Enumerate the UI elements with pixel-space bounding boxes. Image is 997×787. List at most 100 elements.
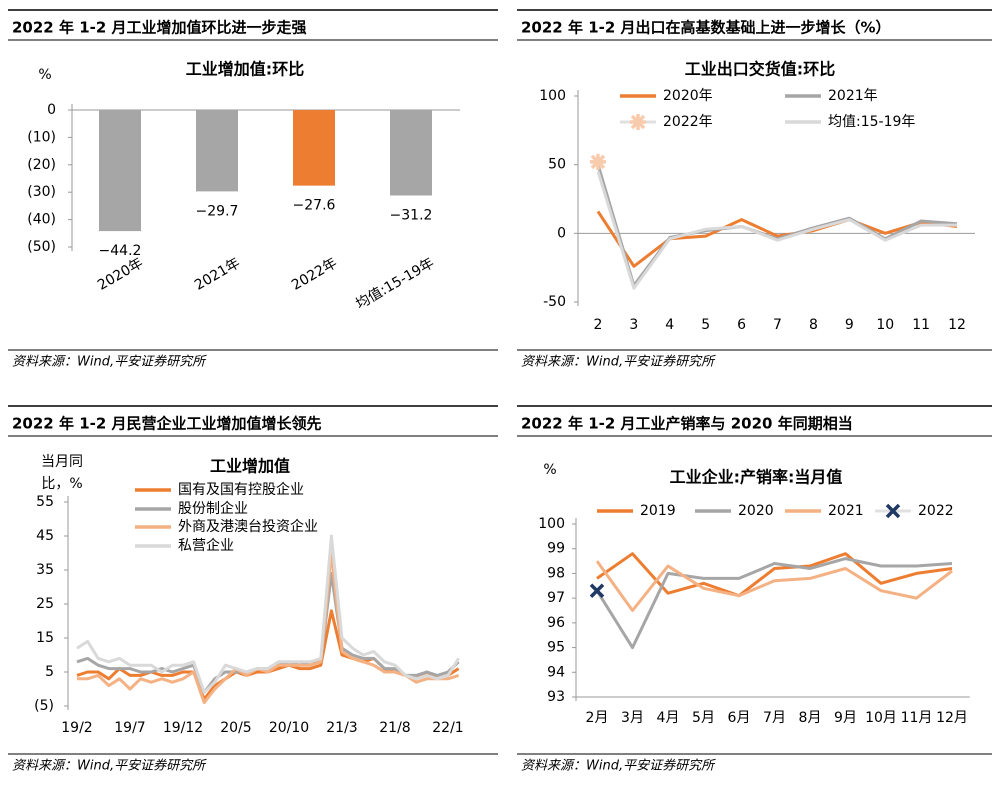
x-tick-label: 11 [912,317,930,333]
y-tick-label: (40) [27,212,56,228]
x-tick-label: 6月 [728,710,751,726]
legend-label: 2022 [918,503,954,519]
series-line [595,557,953,650]
y-tick-label: -50 [543,294,566,310]
series-line [596,171,957,290]
series-line [596,210,958,268]
x-tick-label: 10月 [865,710,897,726]
y-axis-label: % [38,67,51,83]
x-tick-label: 8 [809,317,818,333]
x-tick-label: 9 [845,317,854,333]
series-line [596,164,958,287]
y-axis-label: 比，% [41,476,82,492]
source: 资料来源：Wind,平安证券研究所 [521,354,716,370]
bar [293,110,335,186]
x-tick-label: 19/7 [114,720,145,736]
series-line [595,560,953,612]
x-tick-label: 19/2 [61,720,92,736]
y-tick-label: 97 [547,590,565,606]
legend-label: 2019 [640,503,676,519]
x-tick-label: 4月 [657,710,680,726]
x-tick-label: 19/12 [163,720,203,736]
data-label: −29.7 [196,203,239,219]
x-tick-label: 12 [948,317,966,333]
y-axis-label: 当月同 [41,454,83,470]
x-tick-label: 7 [773,317,782,333]
series-line [77,551,460,705]
x-tick-label: 9月 [834,710,857,726]
panel-heading: 2022 年 1-2 月出口在高基数基础上进一步增长（%） [521,19,891,37]
data-label: −27.6 [293,198,336,214]
panel-heading: 2022 年 1-2 月工业产销率与 2020 年同期相当 [521,415,853,433]
y-tick-label: 45 [36,528,54,544]
bar [196,110,238,192]
x-tick-label: 22/1 [432,720,463,736]
y-tick-label: (5) [34,698,54,714]
x-tick-label: 8月 [799,710,822,726]
x-tick-label: 2月 [586,710,609,726]
legend-label: 2020年 [663,88,713,104]
x-tick-label: 2022年 [289,255,340,294]
x-tick-label: 5 [701,317,710,333]
x-tick-label: 2021年 [192,255,243,294]
bar [390,110,432,196]
x-tick-label: 20/10 [269,720,309,736]
legend-label: 外商及港澳台投资企业 [178,518,318,535]
x-tick-label: 3 [629,317,638,333]
chart-title: 工业增加值:环比 [186,60,304,79]
y-tick-label: 50 [548,157,566,173]
data-label: −44.2 [99,243,142,259]
x-tick-label: 2 [593,317,602,333]
x-tick-label: 20/5 [220,720,251,736]
x-tick-label: 7月 [763,710,786,726]
marker [589,153,606,170]
panel-heading: 2022 年 1-2 月民营企业工业增加值增长领先 [12,415,322,433]
series-line [76,534,460,694]
x-tick-label: 4 [665,317,674,333]
x-tick-label: 3月 [621,710,644,726]
legend-label: 2022年 [663,114,713,130]
legend-label: 2020 [738,503,774,519]
y-tick-label: 0 [557,225,566,241]
x-tick-label: 均值:15-19年 [353,255,437,313]
x-tick-label: 21/3 [326,720,357,736]
y-tick-label: 100 [538,516,565,532]
chart-title: 工业出口交货值:环比 [685,60,835,79]
bar [99,110,141,232]
y-tick-label: 15 [36,630,54,646]
y-tick-label: 25 [36,596,54,612]
x-tick-label: 12月 [936,710,968,726]
legend-marker [630,114,646,130]
x-tick-label: 6 [737,317,746,333]
y-tick-label: 93 [547,689,565,705]
y-tick-label: (10) [27,129,56,145]
legend-label: 2021 [828,503,864,519]
x-tick-label: 21/8 [379,720,410,736]
y-tick-label: 35 [36,562,54,578]
x-tick-label: 2020年 [95,255,146,294]
legend-label: 国有及国有控股企业 [178,481,304,498]
y-tick-label: (50) [27,239,56,255]
x-tick-label: 11月 [901,710,933,726]
legend-label: 私营企业 [178,537,234,554]
source: 资料来源：Wind,平安证券研究所 [12,354,207,370]
y-tick-label: 96 [547,615,565,631]
legend-label: 2021年 [828,88,878,104]
marker [589,583,605,598]
legend-label: 均值:15-19年 [828,114,915,130]
legend-marker [885,503,901,519]
panel-heading: 2022 年 1-2 月工业增加值环比进一步走强 [12,19,307,37]
y-tick-label: 100 [539,88,566,104]
y-tick-label: (20) [27,157,56,173]
legend-label: 股份制企业 [178,500,248,517]
y-tick-label: 99 [547,541,565,557]
chart-title: 工业增加值 [210,457,290,476]
source: 资料来源：Wind,平安证券研究所 [521,758,716,774]
y-tick-label: 55 [36,494,54,510]
data-label: −31.2 [390,207,433,223]
y-tick-label: 94 [547,664,565,680]
chart-title: 工业企业:产销率:当月值 [670,468,843,487]
y-axis-label: % [543,462,556,478]
y-tick-label: 95 [547,640,565,656]
y-tick-label: 98 [547,565,565,581]
